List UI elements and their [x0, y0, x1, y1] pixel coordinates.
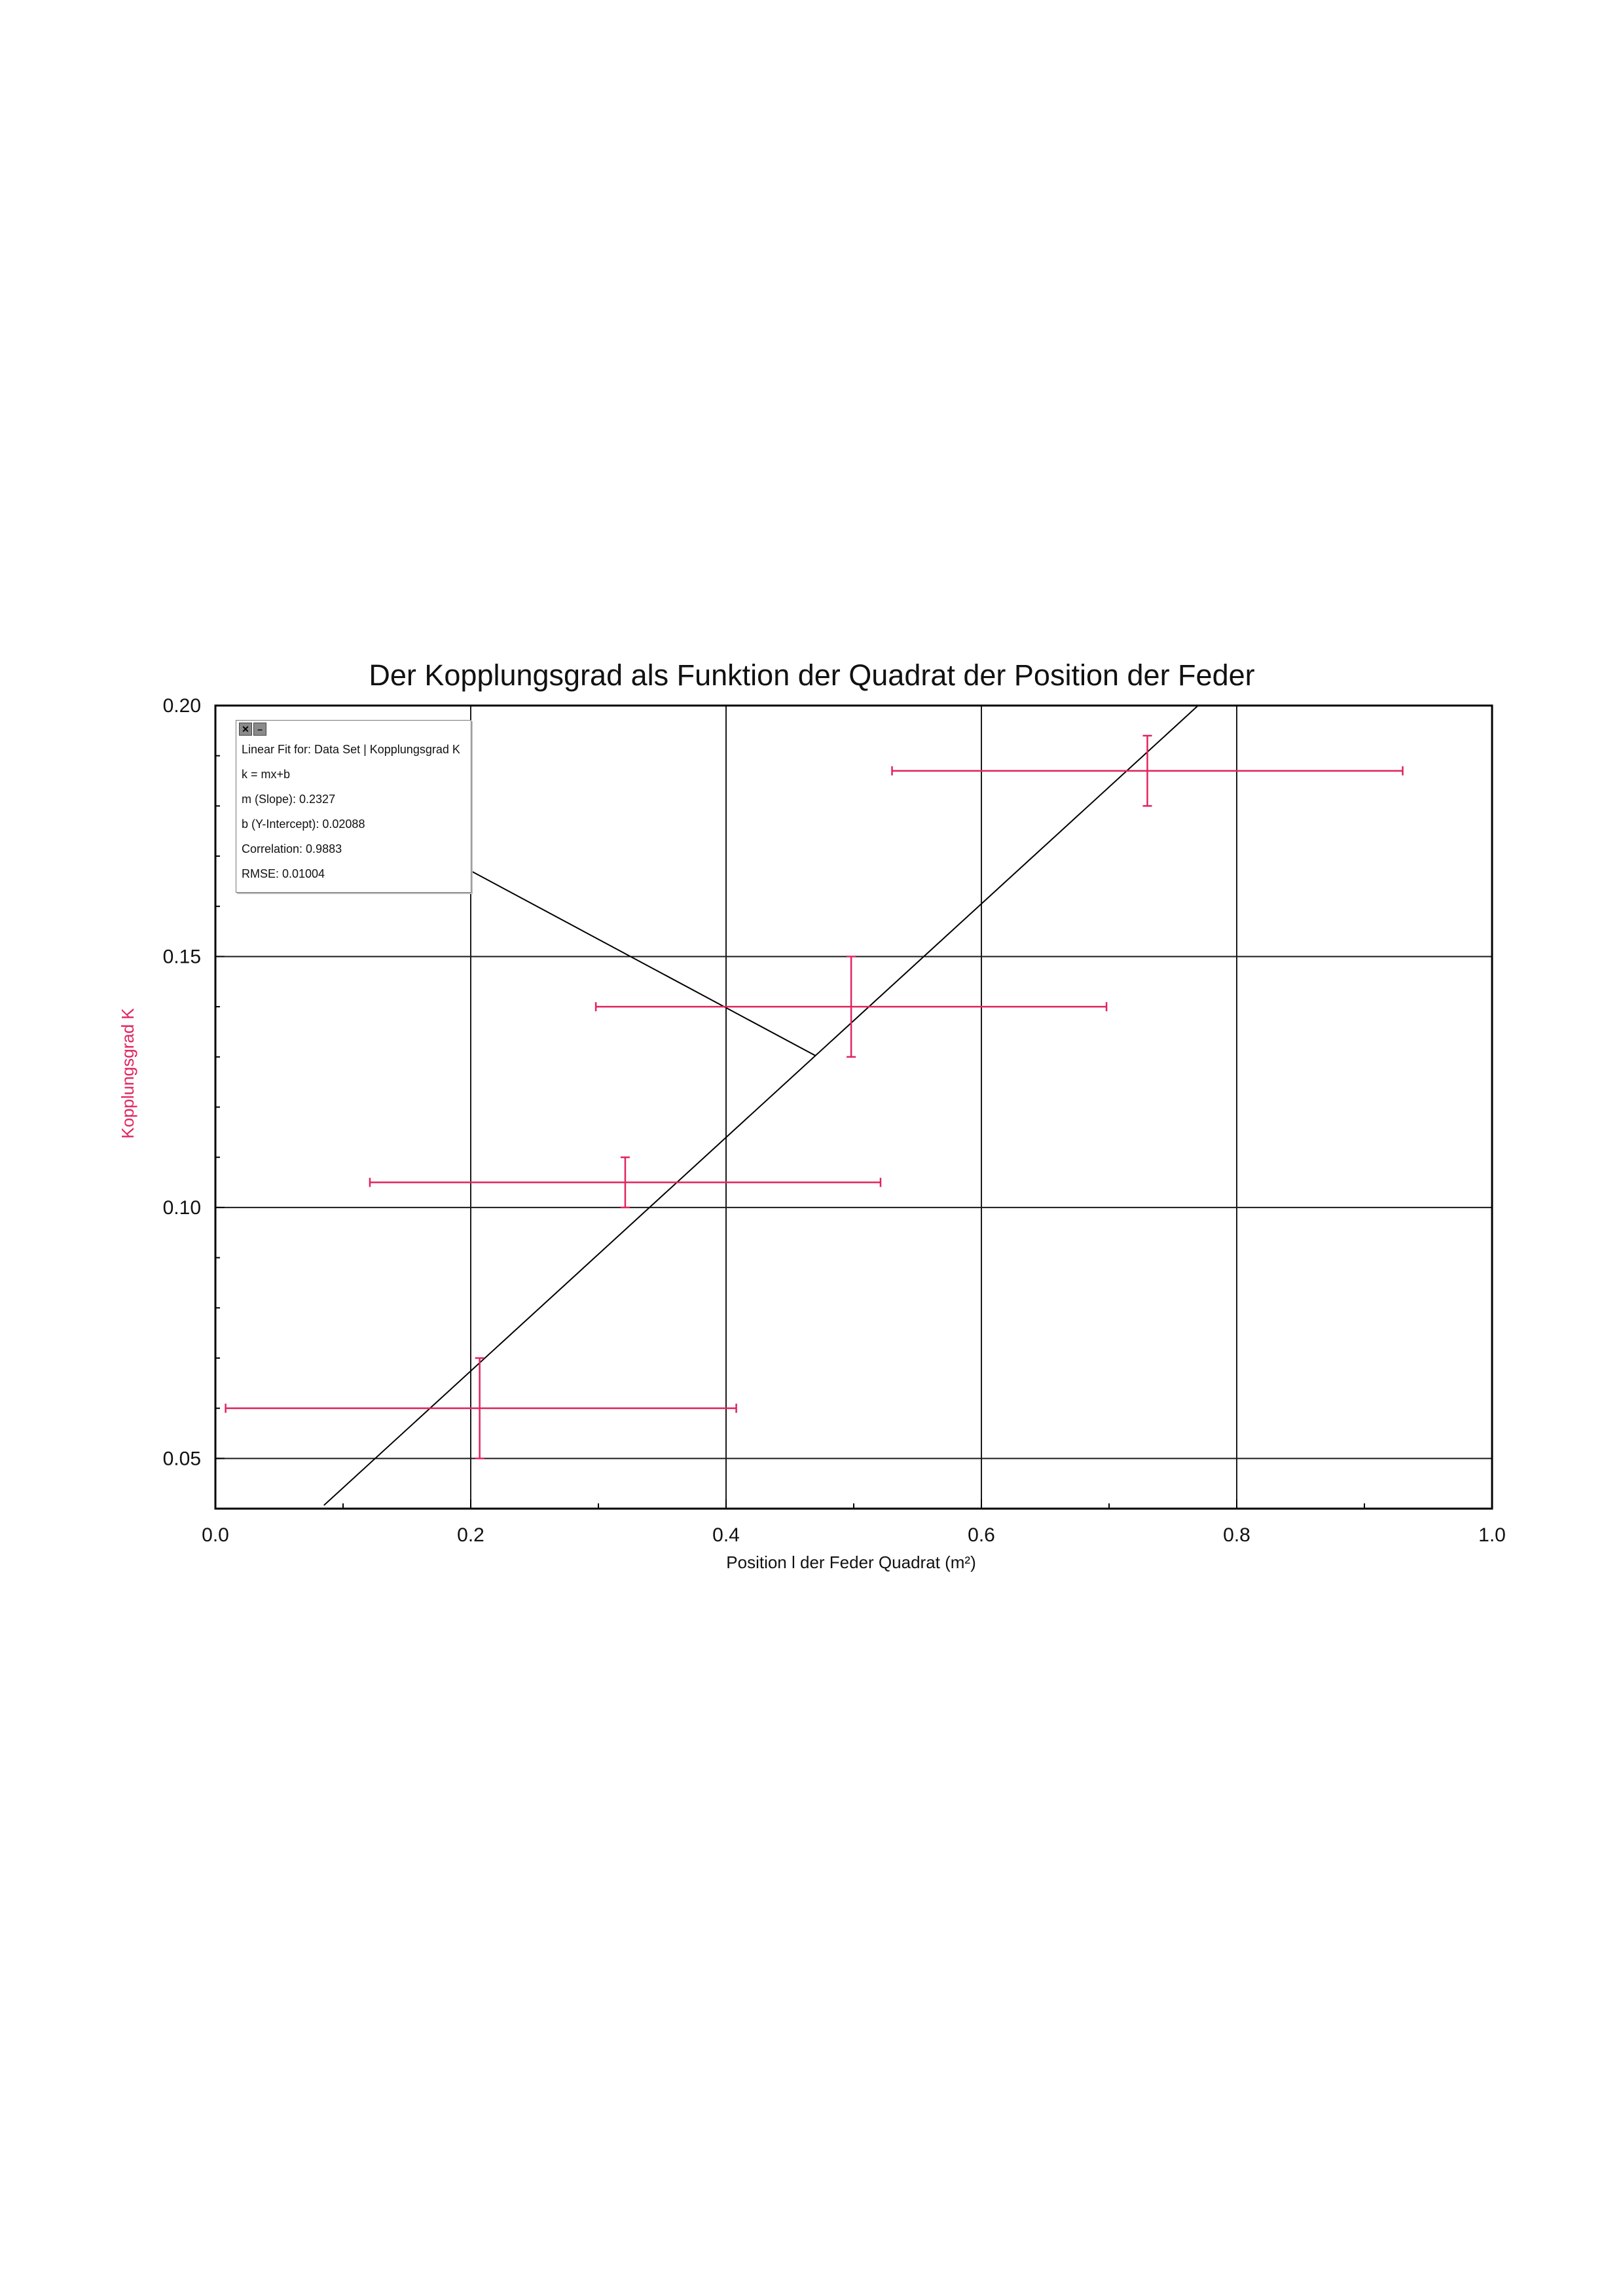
y-tick-label: 0.05: [163, 1448, 201, 1469]
data-point: [225, 1357, 737, 1460]
x-axis-label: Position l der Feder Quadrat (m²): [726, 1552, 976, 1572]
fit-box-slope: m (Slope): 0.2327: [242, 793, 336, 806]
tick-labels: 0.0 0.2 0.4 0.6 0.8 1.0 0.05 0.10 0.15 0.20: [163, 695, 1506, 1546]
x-tick-label: 0.2: [457, 1524, 484, 1546]
fit-box-controls: ✕ –: [239, 723, 266, 736]
fit-box-rmse: RMSE: 0.01004: [242, 867, 325, 880]
fit-box-intercept: b (Y-Intercept): 0.02088: [242, 817, 365, 831]
fit-box-title: Linear Fit for: Data Set | Kopplungsgrad…: [242, 743, 460, 756]
y-tick-label: 0.10: [163, 1197, 201, 1219]
y-tick-label: 0.15: [163, 946, 201, 967]
data-point: [369, 1156, 882, 1209]
error-bars: [225, 734, 1404, 1460]
chart-title: Der Kopplungsgrad als Funktion der Quadr…: [369, 658, 1254, 692]
fit-box-correlation: Correlation: 0.9883: [242, 842, 342, 855]
close-icon[interactable]: ✕: [239, 723, 252, 736]
x-tick-label: 1.0: [1478, 1524, 1506, 1546]
axis-ticks: [215, 705, 1493, 1509]
data-point: [891, 734, 1404, 807]
y-axis-label: Kopplungsgrad K: [118, 1008, 137, 1139]
linear-fit-line: [323, 704, 1199, 1506]
x-tick-label: 0.4: [712, 1524, 740, 1546]
x-tick-label: 0.6: [968, 1524, 995, 1546]
data-point: [594, 956, 1108, 1058]
minimize-icon[interactable]: –: [253, 723, 266, 736]
x-tick-label: 0.0: [202, 1524, 229, 1546]
linear-fit-box[interactable]: ✕ – Linear Fit for: Data Set | Kopplungs…: [236, 720, 471, 893]
fit-box-pointer: [469, 870, 816, 1056]
fit-box-equation: k = mx+b: [242, 768, 291, 781]
y-tick-label: 0.20: [163, 695, 201, 717]
x-tick-label: 0.8: [1223, 1524, 1250, 1546]
